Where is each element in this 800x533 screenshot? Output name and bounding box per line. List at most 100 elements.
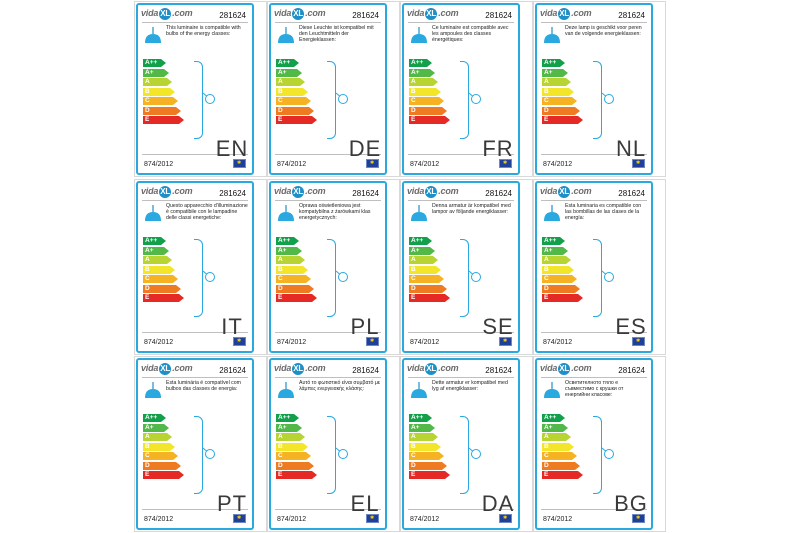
compatibility-text: This luminaire is compatible with bulbs … <box>166 25 241 38</box>
energy-class-e: E <box>276 471 317 479</box>
brand-logo: vida XL .com <box>540 8 592 20</box>
energy-class-e: E <box>542 294 583 302</box>
product-code: 281624 <box>485 11 512 20</box>
energy-class-b: B <box>542 442 574 451</box>
eu-flag-icon: ✱ <box>632 514 645 523</box>
pendant-lamp-icon <box>276 382 296 400</box>
class-range-bracket <box>194 239 203 317</box>
logo-text-right: .com <box>172 186 193 196</box>
energy-class-a: A <box>276 256 305 264</box>
logo-text-right: .com <box>571 8 592 18</box>
energy-class-a: A <box>542 256 571 264</box>
pendant-lamp-icon <box>143 205 163 223</box>
energy-label-card: vida XL .com 281624 Esta luminária é compatí… <box>136 358 254 530</box>
energy-class-aplusplus: A++ <box>276 237 299 245</box>
energy-class-e: E <box>542 471 583 479</box>
eu-flag-icon: ✱ <box>499 159 512 168</box>
regulation-number: 874/2012 <box>277 339 307 346</box>
bulb-icon <box>601 446 615 460</box>
product-code: 281624 <box>219 189 246 198</box>
product-code: 281624 <box>219 366 246 375</box>
eu-flag-icon: ✱ <box>366 159 379 168</box>
energy-class-c: C <box>143 452 178 460</box>
logo-text-left: vida <box>141 8 159 18</box>
energy-class-c: C <box>276 97 311 105</box>
compatibility-text: Ce luminaire est compatible avec les amp… <box>432 25 509 44</box>
compatibility-text: Deze lamp is geschikt voor peren van de … <box>565 25 642 38</box>
logo-mark: XL <box>425 186 438 198</box>
regulation-number: 874/2012 <box>543 161 573 168</box>
energy-class-b: B <box>409 265 441 274</box>
footer-divider <box>275 509 381 510</box>
logo-mark: XL <box>558 186 571 198</box>
logo-text-left: vida <box>274 8 292 18</box>
label-tile: vida XL .com 281624 This luminaire is compat… <box>134 1 267 177</box>
pendant-lamp-icon <box>276 205 296 223</box>
eu-flag-icon: ✱ <box>233 337 246 346</box>
regulation-number: 874/2012 <box>543 339 573 346</box>
eu-flag-icon: ✱ <box>366 337 379 346</box>
energy-class-b: B <box>276 87 308 96</box>
logo-mark: XL <box>159 186 172 198</box>
energy-class-scale: A++ A+ A B C D E <box>143 237 184 304</box>
energy-label-card: vida XL .com 281624 Deze lamp is geschikt vo… <box>535 3 653 175</box>
logo-text-right: .com <box>571 363 592 373</box>
energy-class-a: A <box>143 78 172 86</box>
energy-class-aplus: A+ <box>542 68 568 77</box>
divider <box>275 377 381 378</box>
language-code: NL <box>615 136 647 161</box>
energy-class-scale: A++ A+ A B C D E <box>276 237 317 304</box>
energy-class-e: E <box>143 471 184 479</box>
compatibility-text: Esta luminária é compatível com bulbos d… <box>166 380 241 393</box>
label-tile: vida XL .com 281624 Осветителното тяло е съв… <box>533 356 666 532</box>
product-code: 281624 <box>352 11 379 20</box>
energy-class-d: D <box>276 106 314 115</box>
logo-mark: XL <box>159 363 172 375</box>
energy-class-c: C <box>276 452 311 460</box>
class-range-bracket <box>327 239 336 317</box>
brand-logo: vida XL .com <box>141 186 193 198</box>
footer-divider <box>142 509 248 510</box>
energy-label-card: vida XL .com 281624 Oprawa oświetleniowa jes… <box>269 181 387 353</box>
energy-class-a: A <box>542 78 571 86</box>
energy-class-scale: A++ A+ A B C D E <box>542 59 583 126</box>
logo-text-right: .com <box>438 186 459 196</box>
energy-class-e: E <box>143 294 184 302</box>
brand-logo: vida XL .com <box>274 363 326 375</box>
divider <box>275 22 381 23</box>
eu-flag-icon: ✱ <box>632 159 645 168</box>
regulation-number: 874/2012 <box>543 516 573 523</box>
footer-divider <box>408 332 514 333</box>
language-code: SE <box>482 314 514 339</box>
logo-mark: XL <box>425 363 438 375</box>
logo-text-left: vida <box>141 363 159 373</box>
logo-mark: XL <box>558 8 571 20</box>
energy-class-aplusplus: A++ <box>143 59 166 67</box>
language-code: FR <box>482 136 514 161</box>
brand-logo: vida XL .com <box>407 186 459 198</box>
divider <box>142 22 248 23</box>
logo-mark: XL <box>425 8 438 20</box>
energy-class-c: C <box>276 275 311 283</box>
logo-text-right: .com <box>172 8 193 18</box>
logo-text-left: vida <box>407 186 425 196</box>
logo-text-right: .com <box>305 363 326 373</box>
logo-text-left: vida <box>540 8 558 18</box>
energy-class-aplus: A+ <box>143 246 169 255</box>
logo-text-right: .com <box>172 363 193 373</box>
footer-divider <box>541 332 647 333</box>
energy-class-b: B <box>276 442 308 451</box>
energy-class-b: B <box>409 87 441 96</box>
energy-class-aplus: A+ <box>409 423 435 432</box>
logo-text-left: vida <box>540 363 558 373</box>
footer-divider <box>275 154 381 155</box>
energy-class-aplus: A+ <box>143 68 169 77</box>
footer-divider <box>408 154 514 155</box>
logo-text-left: vida <box>141 186 159 196</box>
energy-label-card: vida XL .com 281624 Esta luminaria es compat… <box>535 181 653 353</box>
energy-label-card: vida XL .com 281624 Ce luminaire est compati… <box>402 3 520 175</box>
bulb-icon <box>335 91 349 105</box>
class-range-bracket <box>593 61 602 139</box>
energy-class-scale: A++ A+ A B C D E <box>276 59 317 126</box>
label-tile: vida XL .com 281624 Oprawa oświetleniowa jes… <box>267 179 400 355</box>
